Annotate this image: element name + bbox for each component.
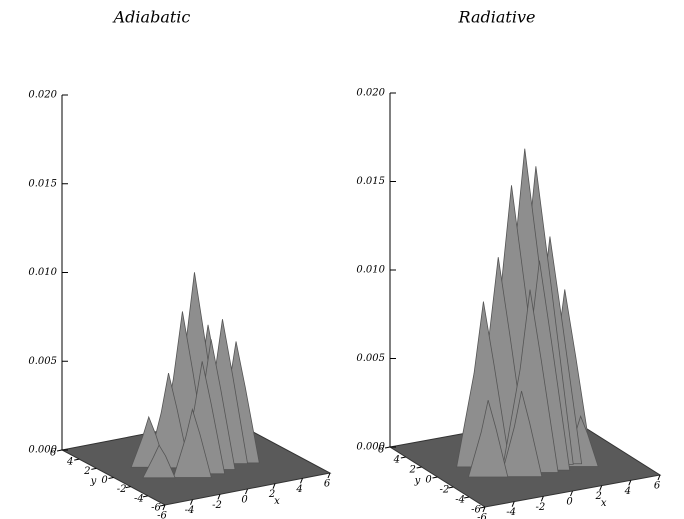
z-tick-label: 0.010	[356, 265, 385, 276]
x-tick	[272, 483, 276, 489]
x-tick	[190, 499, 193, 505]
y-tick	[400, 456, 406, 459]
x-tick-label: 6	[324, 479, 331, 490]
x-tick-label: 0	[241, 495, 248, 506]
x-axis-label: x	[601, 498, 607, 509]
y-tick	[74, 458, 80, 461]
y-tick-label: -4	[455, 495, 465, 506]
x-tick-label: -2	[212, 500, 222, 511]
x-axis-label: x	[274, 496, 280, 507]
x-tick-label: 4	[295, 484, 302, 495]
x-tick-label: -6	[477, 513, 487, 519]
y-tick-label: 4	[66, 457, 73, 468]
z-tick-label: 0.005	[356, 353, 385, 364]
y-tick	[56, 449, 63, 452]
x-tick	[511, 501, 515, 507]
x-tick-label: 2	[594, 491, 601, 502]
surface-spike	[500, 390, 543, 478]
x-tick	[217, 494, 221, 500]
y-tick	[142, 495, 148, 498]
x-tick	[570, 490, 573, 497]
z-tick-label: 0.015	[28, 178, 57, 189]
y-tick-label: 4	[393, 455, 400, 466]
z-tick-label: 0.000	[356, 442, 385, 453]
x-tick	[300, 478, 303, 484]
y-tick-label: -6	[471, 505, 481, 516]
y-tick-label: 0	[101, 475, 108, 486]
x-tick-label: 6	[654, 481, 661, 492]
y-tick-label: -4	[134, 493, 144, 504]
y-tick	[91, 467, 97, 470]
y-tick	[416, 466, 422, 469]
y-tick	[384, 446, 391, 449]
surface-spike	[172, 407, 212, 478]
x-tick-label: 0	[566, 497, 573, 508]
y-tick-label: -2	[439, 485, 449, 496]
y-axis-label: y	[90, 476, 97, 487]
x-tick	[327, 472, 331, 479]
surface-spike	[467, 400, 509, 478]
x-tick	[245, 488, 248, 495]
x-tick-label: -4	[185, 505, 195, 516]
z-tick-label: 0.000	[28, 445, 57, 456]
x-tick-label: -4	[506, 507, 516, 518]
y-tick-label: 6	[50, 448, 57, 459]
panel-title: Adiabatic	[112, 8, 191, 27]
y-tick-label: 2	[83, 466, 90, 477]
x-tick	[540, 496, 544, 502]
x-tick	[162, 504, 166, 511]
z-tick-label: 0.020	[356, 88, 385, 99]
x-tick	[657, 474, 661, 481]
y-tick	[125, 486, 131, 489]
x-tick-label: 4	[624, 486, 631, 497]
x-tick-label: 2	[268, 489, 275, 500]
x-tick	[482, 506, 486, 513]
y-tick-label: -6	[151, 503, 161, 514]
y-tick	[479, 506, 486, 509]
y-tick	[108, 477, 114, 479]
y-tick-label: -2	[117, 484, 127, 495]
z-tick-label: 0.020	[28, 90, 57, 101]
y-tick-label: 6	[378, 445, 385, 456]
y-tick	[432, 476, 438, 479]
y-tick-label: 2	[408, 465, 415, 476]
y-tick	[448, 486, 454, 489]
y-tick	[464, 496, 470, 499]
z-tick-label: 0.005	[28, 356, 57, 367]
x-tick	[599, 485, 603, 491]
x-tick-label: -6	[157, 511, 167, 519]
y-tick	[159, 504, 166, 507]
y-tick-label: 0	[425, 475, 432, 486]
y-axis-label: y	[414, 476, 421, 487]
surface-spike	[142, 444, 176, 479]
z-tick-label: 0.015	[356, 176, 385, 187]
x-tick-label: -2	[535, 502, 545, 513]
panel-title: Radiative	[458, 8, 536, 27]
z-tick-label: 0.010	[28, 267, 57, 278]
x-tick	[628, 480, 632, 486]
